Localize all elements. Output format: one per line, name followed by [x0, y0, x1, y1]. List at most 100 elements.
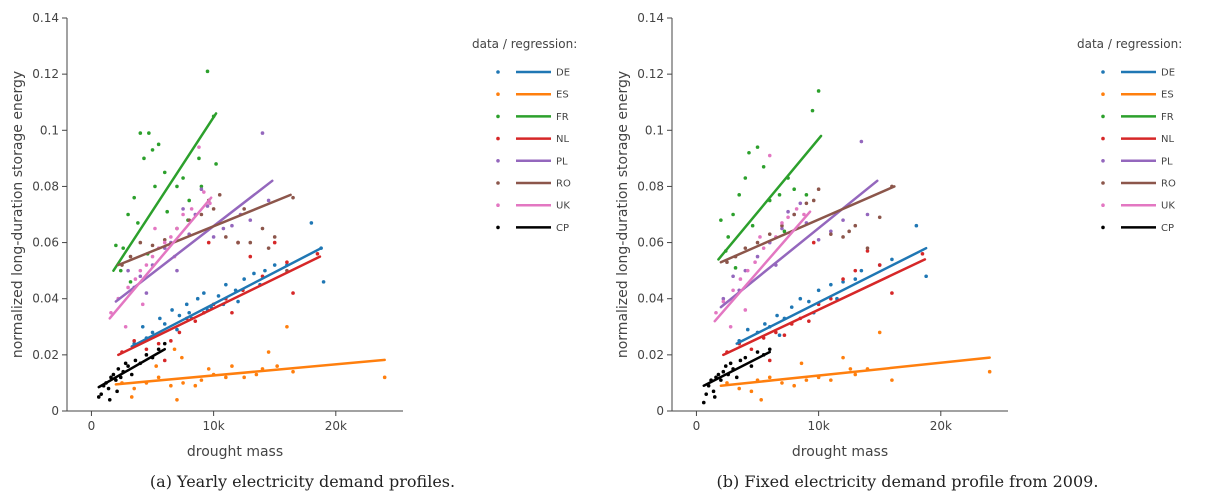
- data-point-uk: [743, 308, 748, 312]
- data-point-nl: [877, 263, 882, 267]
- legend-marker-pl: [1101, 159, 1105, 163]
- data-point-cp: [721, 369, 726, 374]
- data-point-fr: [199, 184, 204, 189]
- data-point-uk: [780, 221, 784, 225]
- data-point-ro: [743, 246, 748, 250]
- data-point-de: [775, 313, 779, 318]
- regression-line-nl: [117, 255, 322, 357]
- data-point-es: [737, 386, 741, 391]
- data-point-nl: [807, 319, 811, 323]
- data-point-cp: [704, 392, 709, 396]
- caption-a: (a) Yearly electricity demand profiles.: [149, 472, 456, 491]
- data-point-ro: [877, 215, 882, 220]
- data-point-uk: [150, 254, 155, 259]
- data-point-fr: [156, 142, 161, 147]
- data-point-uk: [126, 285, 130, 290]
- data-point-fr: [733, 266, 738, 270]
- data-point-cp: [123, 361, 128, 366]
- data-point-cp: [129, 372, 134, 377]
- legend-marker-de: [496, 70, 500, 74]
- data-point-pl: [248, 218, 253, 222]
- data-point-de: [236, 299, 240, 304]
- data-point-fr: [743, 176, 748, 180]
- data-point-cp: [711, 389, 716, 394]
- data-point-de: [807, 299, 811, 304]
- data-point-pl: [841, 218, 845, 222]
- x-axis-title: drought mass: [792, 444, 888, 460]
- data-point-ro: [266, 246, 271, 250]
- data-point-pl: [221, 226, 226, 231]
- data-point-pl: [859, 139, 864, 144]
- legend-marker-nl: [1101, 136, 1105, 141]
- data-point-pl: [721, 296, 726, 301]
- caption-b: (b) Fixed electricity demand profile fro…: [716, 472, 1099, 491]
- data-point-pl: [138, 274, 143, 279]
- data-point-cp: [743, 355, 748, 360]
- data-point-pl: [211, 235, 216, 239]
- data-point-fr: [136, 221, 140, 225]
- data-point-uk: [169, 235, 173, 239]
- data-point-nl: [749, 347, 754, 352]
- data-point-fr: [121, 246, 126, 250]
- data-point-fr: [782, 229, 787, 234]
- data-point-pl: [780, 226, 784, 231]
- data-point-es: [242, 375, 246, 380]
- data-point-de: [224, 282, 228, 287]
- data-point-nl: [177, 330, 182, 335]
- data-point-nl: [920, 252, 925, 256]
- y-tick-label: 0.06: [32, 236, 59, 250]
- data-point-fr: [816, 89, 821, 93]
- data-point-fr: [792, 187, 796, 192]
- x-tick-label: 20k: [325, 419, 347, 433]
- data-point-de: [252, 271, 256, 276]
- chart-svg-a: 0 0.02 0.04 0.06 0.08 0.1 0.12 0.14 0 10k 20k droug…: [10, 11, 577, 460]
- data-point-es: [767, 375, 772, 380]
- legend-marker-uk: [496, 203, 500, 207]
- data-point-uk: [202, 190, 206, 194]
- data-point-es: [172, 347, 177, 352]
- data-point-cp: [144, 353, 149, 357]
- regression-line-de: [130, 246, 323, 348]
- data-point-nl: [811, 240, 816, 245]
- data-point-es: [853, 372, 858, 377]
- data-point-es: [180, 355, 184, 360]
- y-tick-label: 0.12: [32, 67, 59, 81]
- x-tick-label: 10k: [203, 419, 225, 433]
- legend-label-uk: UK: [556, 201, 570, 212]
- legend-marker-de: [1101, 70, 1105, 74]
- data-point-de: [890, 257, 894, 262]
- data-point-fr: [162, 170, 167, 175]
- data-point-fr: [747, 150, 751, 155]
- data-point-pl: [230, 223, 234, 228]
- regression-line-es: [719, 356, 991, 387]
- data-point-ro: [780, 223, 784, 228]
- data-point-fr: [777, 193, 782, 197]
- chart-svg-b: 0 0.02 0.04 0.06 0.08 0.1 0.12 0.14 0 10k 20k droug…: [615, 11, 1182, 460]
- data-point-nl: [782, 333, 787, 338]
- regression-line-cp: [97, 347, 166, 389]
- data-point-fr: [719, 218, 723, 222]
- data-point-ro: [260, 226, 265, 231]
- x-tick-label: 10k: [808, 419, 830, 433]
- legend-title: data / regression:: [1077, 37, 1182, 51]
- data-point-nl: [767, 358, 772, 363]
- legend: data / regression: DE ES FR NL PL RO UK CP: [472, 37, 577, 234]
- data-point-cp: [106, 386, 111, 391]
- data-point-cp: [116, 367, 121, 371]
- data-point-ro: [224, 235, 228, 239]
- data-point-nl: [230, 310, 234, 315]
- data-point-uk: [153, 226, 157, 231]
- data-point-uk: [208, 201, 212, 206]
- data-point-nl: [162, 358, 167, 363]
- data-point-uk: [761, 246, 766, 250]
- data-point-fr: [804, 193, 809, 197]
- legend-label-fr: FR: [556, 112, 569, 123]
- data-point-ro: [847, 229, 851, 234]
- data-point-nl: [248, 254, 253, 259]
- data-point-uk: [109, 310, 113, 315]
- data-point-ro: [767, 232, 772, 236]
- legend-marker-fr: [496, 114, 500, 119]
- data-point-fr: [175, 184, 179, 189]
- data-point-es: [291, 369, 295, 374]
- data-point-pl: [144, 291, 149, 295]
